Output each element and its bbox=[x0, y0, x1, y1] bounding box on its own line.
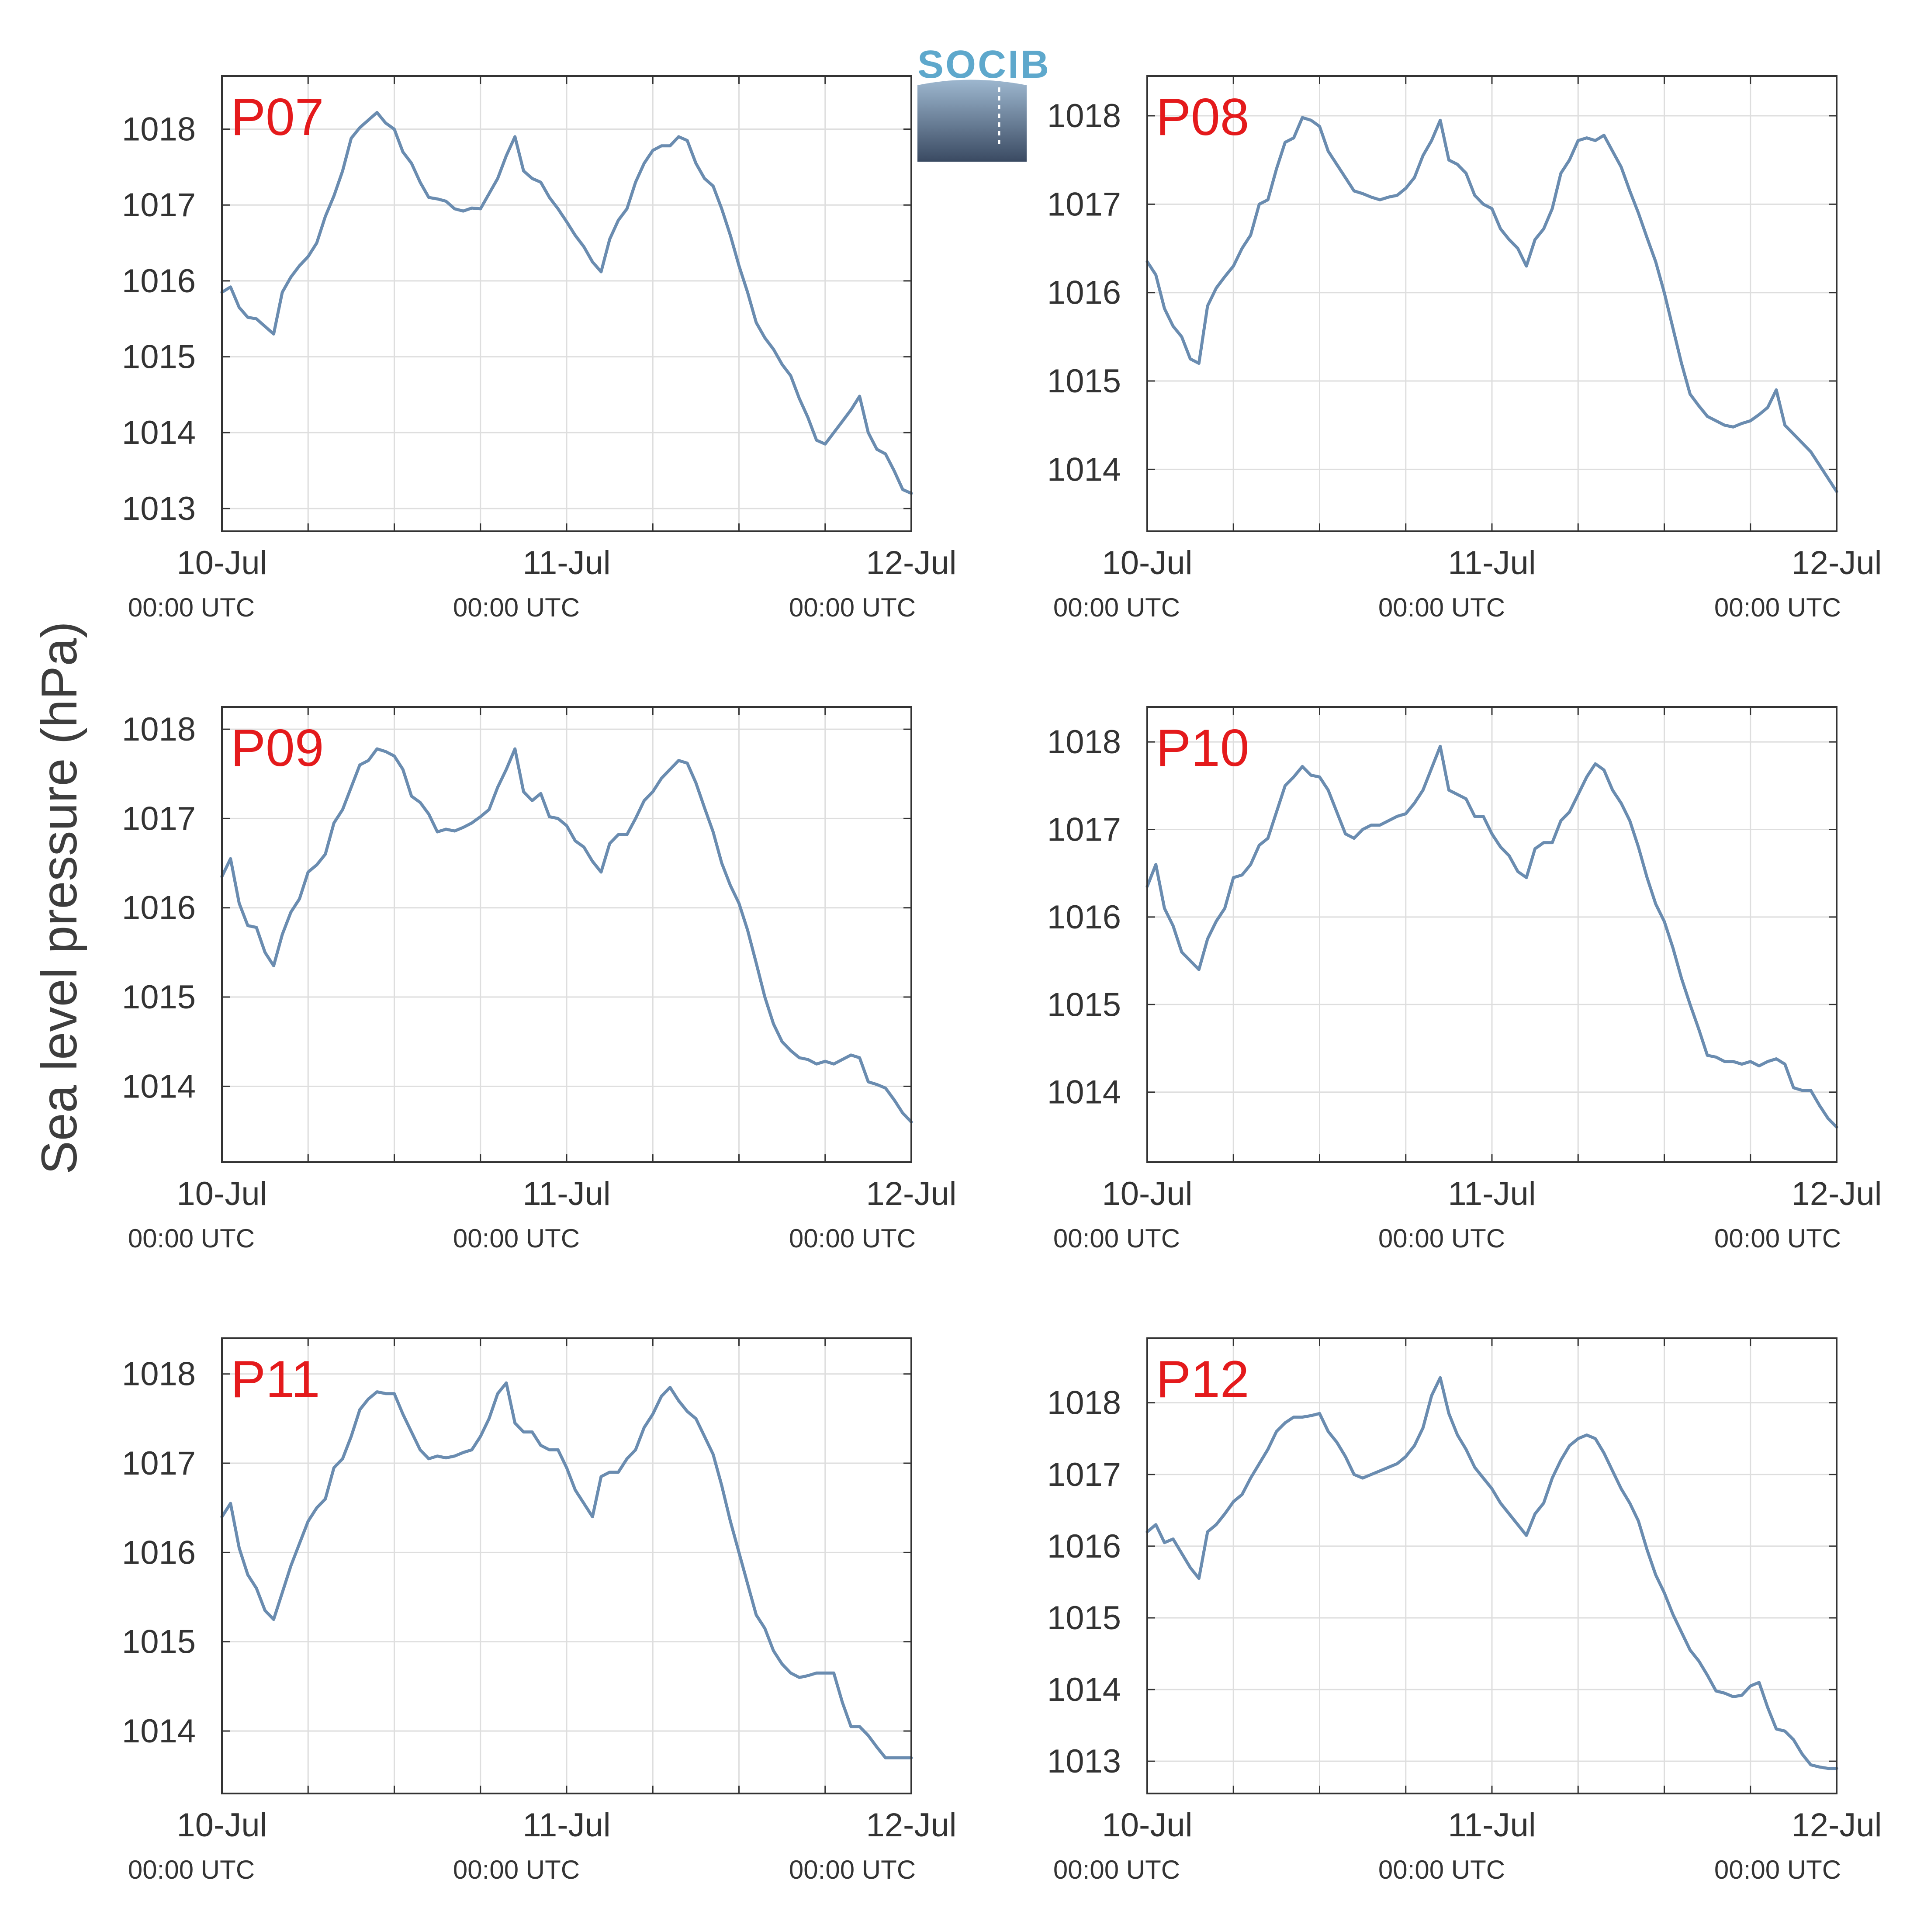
x-tick-date-label: 12-Jul bbox=[866, 1175, 957, 1212]
panel-p08: 1014 1015 1016 1017 1018 10-Jul 00:00 UTC 11-Ju… bbox=[1047, 75, 1882, 622]
x-tick-time-label: 00:00 UTC bbox=[453, 593, 580, 622]
y-tick-label: 1016 bbox=[122, 263, 196, 300]
panel-p10: 1014 1015 1016 1017 1018 10-Jul 00:00 UTC 11-Ju… bbox=[1047, 706, 1882, 1253]
station-label: P11 bbox=[231, 1350, 320, 1409]
series-line bbox=[1145, 1376, 1838, 1770]
series-line bbox=[220, 1381, 913, 1759]
y-axis-label: Sea level pressure (hPa) bbox=[31, 621, 87, 1174]
y-tick-label: 1016 bbox=[1047, 1528, 1121, 1565]
x-tick-date-label: 12-Jul bbox=[1792, 544, 1882, 582]
axes-frame bbox=[1146, 75, 1837, 532]
y-tick-label: 1018 bbox=[1047, 97, 1121, 135]
y-tick-label: 1018 bbox=[1047, 724, 1121, 761]
x-tick-date-label: 12-Jul bbox=[1792, 1175, 1882, 1212]
y-tick-label: 1018 bbox=[122, 711, 196, 748]
x-tick-date-label: 12-Jul bbox=[866, 544, 957, 582]
x-tick-time-label: 00:00 UTC bbox=[1378, 593, 1505, 622]
x-tick-time-label: 00:00 UTC bbox=[1378, 1855, 1505, 1884]
y-tick-label: 1016 bbox=[122, 890, 196, 927]
y-tick-label: 1018 bbox=[122, 111, 196, 148]
y-tick-label: 1015 bbox=[1047, 986, 1121, 1023]
panel-p09: 1014 1015 1016 1017 1018 10-Jul 00:00 UTC 11-Ju… bbox=[122, 706, 957, 1253]
logo-wave bbox=[917, 80, 1027, 162]
x-tick-time-label: 00:00 UTC bbox=[453, 1224, 580, 1253]
y-tick-label: 1016 bbox=[1047, 274, 1121, 312]
axes-frame bbox=[221, 75, 912, 532]
y-tick-label: 1015 bbox=[1047, 363, 1121, 400]
y-tick-label: 1017 bbox=[1047, 811, 1121, 848]
y-tick-label: 1014 bbox=[1047, 451, 1121, 488]
logo-text: SOCIB bbox=[917, 43, 1051, 87]
series-line bbox=[1145, 744, 1838, 1129]
station-label: P12 bbox=[1156, 1350, 1249, 1409]
x-tick-date-label: 11-Jul bbox=[523, 1807, 610, 1844]
y-tick-label: 1015 bbox=[122, 339, 196, 376]
y-tick-label: 1018 bbox=[122, 1356, 196, 1393]
x-tick-time-label: 00:00 UTC bbox=[1714, 1224, 1841, 1253]
x-tick-time-label: 00:00 UTC bbox=[1053, 1224, 1180, 1253]
station-label: P10 bbox=[1156, 719, 1249, 777]
y-tick-label: 1015 bbox=[122, 1624, 196, 1661]
y-tick-label: 1018 bbox=[1047, 1385, 1121, 1422]
series-line bbox=[220, 747, 913, 1124]
y-tick-label: 1014 bbox=[1047, 1074, 1121, 1111]
y-tick-label: 1014 bbox=[122, 1713, 196, 1750]
y-tick-label: 1013 bbox=[1047, 1743, 1121, 1780]
x-tick-time-label: 00:00 UTC bbox=[1053, 1855, 1180, 1884]
x-tick-date-label: 10-Jul bbox=[177, 544, 267, 582]
socib-logo: SOCIB bbox=[917, 43, 1051, 162]
y-tick-label: 1017 bbox=[1047, 1456, 1121, 1493]
x-tick-date-label: 10-Jul bbox=[1102, 1175, 1193, 1212]
x-tick-date-label: 12-Jul bbox=[1792, 1807, 1882, 1844]
y-tick-label: 1016 bbox=[1047, 899, 1121, 936]
axes-frame bbox=[221, 706, 912, 1163]
x-tick-date-label: 11-Jul bbox=[523, 1175, 610, 1212]
x-tick-date-label: 10-Jul bbox=[1102, 1807, 1193, 1844]
y-tick-label: 1016 bbox=[122, 1534, 196, 1571]
y-tick-label: 1017 bbox=[1047, 186, 1121, 223]
x-tick-time-label: 00:00 UTC bbox=[128, 593, 255, 622]
x-tick-date-label: 10-Jul bbox=[1102, 544, 1193, 582]
x-tick-time-label: 00:00 UTC bbox=[128, 1224, 255, 1253]
x-tick-time-label: 00:00 UTC bbox=[1714, 593, 1841, 622]
station-label: P09 bbox=[231, 719, 324, 777]
y-tick-label: 1017 bbox=[122, 800, 196, 837]
axes-frame bbox=[221, 1337, 912, 1794]
x-tick-time-label: 00:00 UTC bbox=[789, 593, 916, 622]
y-tick-label: 1017 bbox=[122, 1445, 196, 1482]
axes-frame bbox=[1146, 1337, 1837, 1794]
y-tick-label: 1015 bbox=[1047, 1600, 1121, 1637]
x-tick-time-label: 00:00 UTC bbox=[789, 1224, 916, 1253]
y-tick-label: 1014 bbox=[1047, 1671, 1121, 1708]
y-tick-label: 1014 bbox=[122, 1068, 196, 1105]
x-tick-date-label: 11-Jul bbox=[1448, 1175, 1536, 1212]
x-tick-time-label: 00:00 UTC bbox=[128, 1855, 255, 1884]
x-tick-date-label: 12-Jul bbox=[866, 1807, 957, 1844]
x-tick-date-label: 10-Jul bbox=[177, 1807, 267, 1844]
series-line bbox=[1145, 116, 1838, 493]
y-tick-label: 1013 bbox=[122, 490, 196, 527]
x-tick-date-label: 11-Jul bbox=[1448, 1807, 1536, 1844]
panel-p11: 1014 1015 1016 1017 1018 10-Jul 00:00 UTC 11-Ju… bbox=[122, 1337, 957, 1884]
axes-frame bbox=[1146, 706, 1837, 1163]
station-label: P08 bbox=[1156, 88, 1249, 146]
panel-p07: 1013 1014 1015 1016 1017 1018 10-Jul 00:00 UTC 1… bbox=[122, 75, 957, 622]
x-tick-date-label: 10-Jul bbox=[177, 1175, 267, 1212]
y-tick-label: 1017 bbox=[122, 187, 196, 224]
series-line bbox=[220, 111, 913, 495]
x-tick-time-label: 00:00 UTC bbox=[1378, 1224, 1505, 1253]
x-tick-time-label: 00:00 UTC bbox=[1053, 593, 1180, 622]
x-tick-time-label: 00:00 UTC bbox=[1714, 1855, 1841, 1884]
y-tick-label: 1014 bbox=[122, 414, 196, 451]
x-tick-time-label: 00:00 UTC bbox=[789, 1855, 916, 1884]
station-label: P07 bbox=[231, 88, 324, 146]
y-tick-label: 1015 bbox=[122, 979, 196, 1016]
x-tick-date-label: 11-Jul bbox=[523, 544, 610, 582]
x-tick-date-label: 11-Jul bbox=[1448, 544, 1536, 582]
x-tick-time-label: 00:00 UTC bbox=[453, 1855, 580, 1884]
panel-p12: 1013 1014 1015 1016 1017 1018 10-Jul 00:00 UTC 1… bbox=[1047, 1337, 1882, 1884]
